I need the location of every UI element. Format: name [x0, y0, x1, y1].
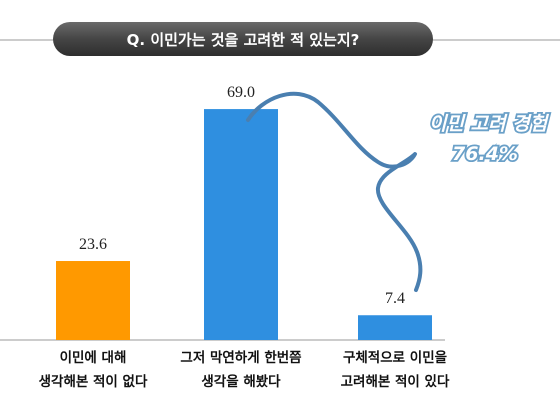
annotation-line-2: 76.4%: [452, 143, 518, 165]
bar-3: [358, 315, 432, 340]
title-pill: [53, 22, 433, 56]
category-label-2-line-1: 그저 막연하게 한번쯤: [180, 349, 302, 366]
category-label-3-line-1: 구체적으로 이민을: [343, 349, 447, 366]
chart-title: Q. 이민가는 것을 고려한 적 있는지?: [127, 31, 360, 49]
category-label-1-line-1: 이민에 대해: [60, 349, 127, 366]
bar-2: [204, 109, 278, 340]
bars-group: [56, 109, 432, 340]
category-label-3-line-2: 고려해본 적이 있다: [341, 373, 450, 390]
value-label-3: 7.4: [385, 290, 405, 307]
value-labels-group: 23.6 69.0 7.4: [79, 84, 405, 307]
annotation-label: 이민 고려 경험 76.4%: [427, 111, 551, 167]
value-label-2: 69.0: [227, 84, 255, 101]
annotation-brace: [246, 91, 423, 292]
value-label-1: 23.6: [79, 236, 107, 253]
title-banner: Q. 이민가는 것을 고려한 적 있는지?: [0, 22, 560, 56]
category-label-1-line-2: 생각해본 적이 없다: [39, 373, 148, 390]
bar-1: [56, 261, 130, 340]
category-label-2-line-2: 생각을 해봤다: [201, 373, 281, 390]
annotation-line-1: 이민 고려 경험: [429, 113, 550, 135]
